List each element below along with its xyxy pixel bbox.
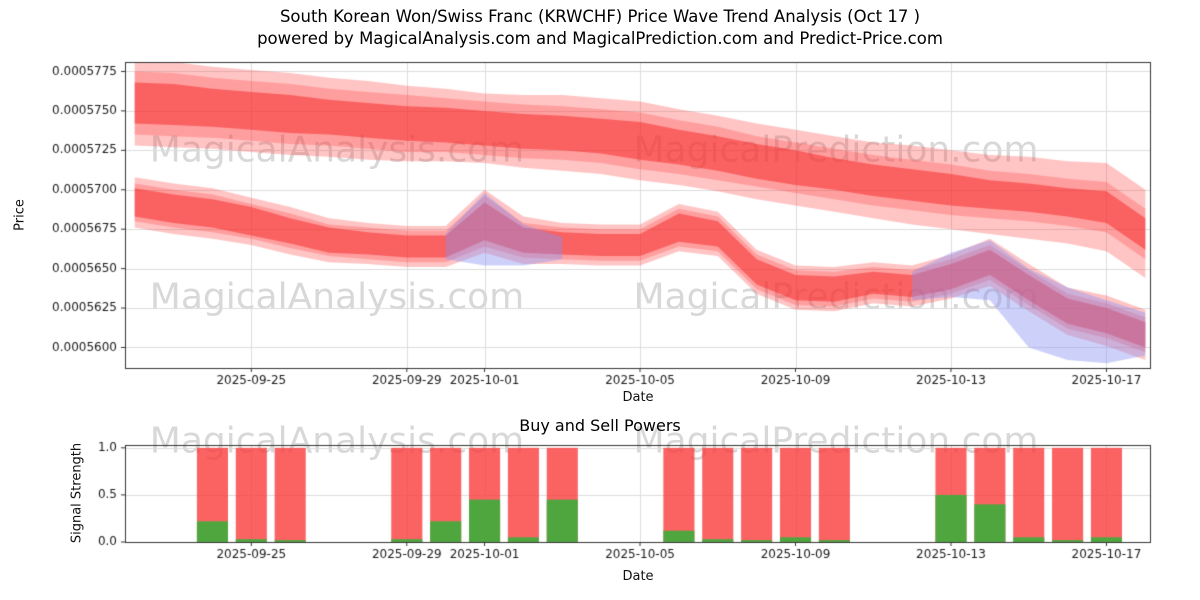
chart-title: South Korean Won/Swiss Franc (KRWCHF) Pr…: [279, 7, 921, 26]
chart-subtitle: powered by MagicalAnalysis.com and Magic…: [257, 29, 943, 48]
signal-y-axis-label: Signal Strength: [69, 442, 85, 544]
signal-x-axis-label: Date: [622, 569, 654, 584]
price-x-axis-label: Date: [622, 390, 654, 405]
price-y-axis-label: Price: [12, 199, 28, 231]
buy-sell-powers-title: Buy and Sell Powers: [519, 416, 681, 435]
